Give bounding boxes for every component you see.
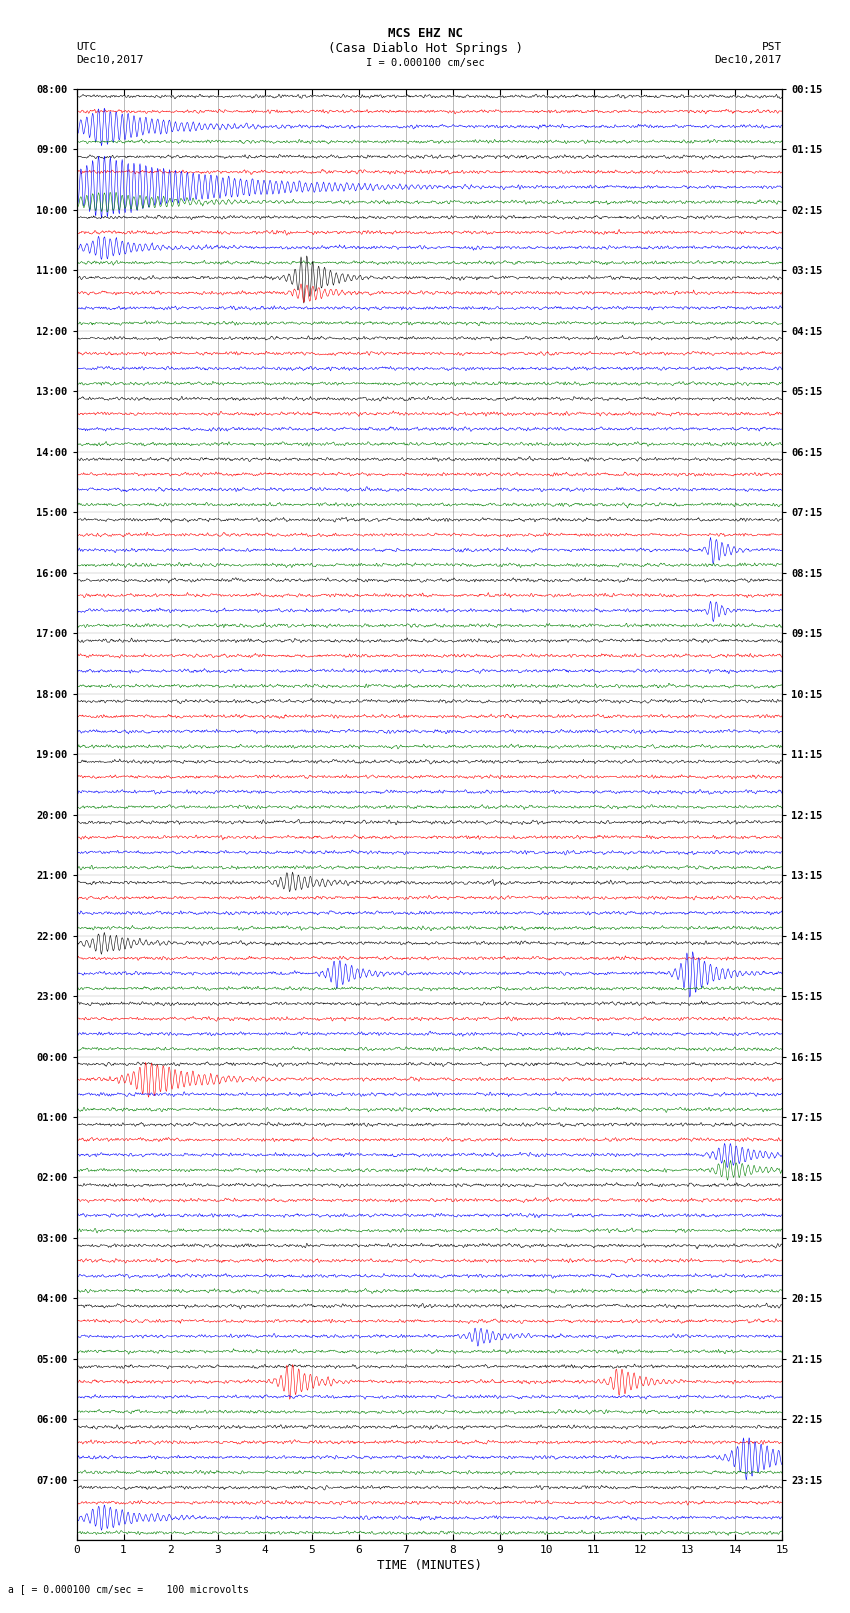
Text: a [ = 0.000100 cm/sec =    100 microvolts: a [ = 0.000100 cm/sec = 100 microvolts — [8, 1584, 249, 1594]
Text: (Casa Diablo Hot Springs ): (Casa Diablo Hot Springs ) — [327, 42, 523, 55]
Text: Dec10,2017: Dec10,2017 — [76, 55, 144, 65]
Text: PST: PST — [762, 42, 782, 52]
Text: I = 0.000100 cm/sec: I = 0.000100 cm/sec — [366, 58, 484, 68]
Text: UTC: UTC — [76, 42, 97, 52]
Text: Dec10,2017: Dec10,2017 — [715, 55, 782, 65]
Text: MCS EHZ NC: MCS EHZ NC — [388, 27, 462, 40]
X-axis label: TIME (MINUTES): TIME (MINUTES) — [377, 1560, 482, 1573]
